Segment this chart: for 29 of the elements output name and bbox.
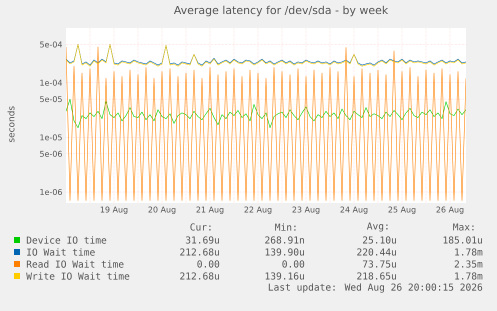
line-series xyxy=(66,98,466,128)
line-series xyxy=(66,46,466,201)
legend-label: Device IO time xyxy=(26,236,106,244)
text: 220.44u xyxy=(357,248,396,256)
text: 139.16u xyxy=(266,272,304,280)
text: 0.00 xyxy=(197,260,220,268)
text: 31.69u xyxy=(186,236,219,244)
text: 1.78m xyxy=(455,248,482,256)
text: 185.01u xyxy=(444,236,482,244)
text: 218.65u xyxy=(357,272,396,280)
legend-label: Read IO Wait time xyxy=(26,260,124,268)
text: Last update: Wed Aug 26 20:00:15 2026 xyxy=(268,283,482,293)
text: 25.10u xyxy=(362,236,396,244)
text: 212.68u xyxy=(180,248,219,256)
text: 2.35m xyxy=(454,260,482,268)
text: Max: xyxy=(453,223,474,231)
text: 0.00 xyxy=(282,260,304,268)
y-axis-title: seconds xyxy=(8,106,14,142)
text: Min: xyxy=(275,223,296,231)
text: 268.91n xyxy=(265,236,304,244)
text: 1.78m xyxy=(455,272,482,280)
text: 212.68u xyxy=(180,272,219,280)
text: 73.75u xyxy=(362,260,396,268)
text: Avg: xyxy=(366,222,388,232)
legend-label: Write IO Wait time xyxy=(26,272,130,280)
text: Cur: xyxy=(190,223,210,231)
text: 139.90u xyxy=(266,248,304,256)
chart-title: Average latency for /dev/sda - by week xyxy=(174,6,388,16)
legend-label: IO Wait time xyxy=(27,248,95,256)
